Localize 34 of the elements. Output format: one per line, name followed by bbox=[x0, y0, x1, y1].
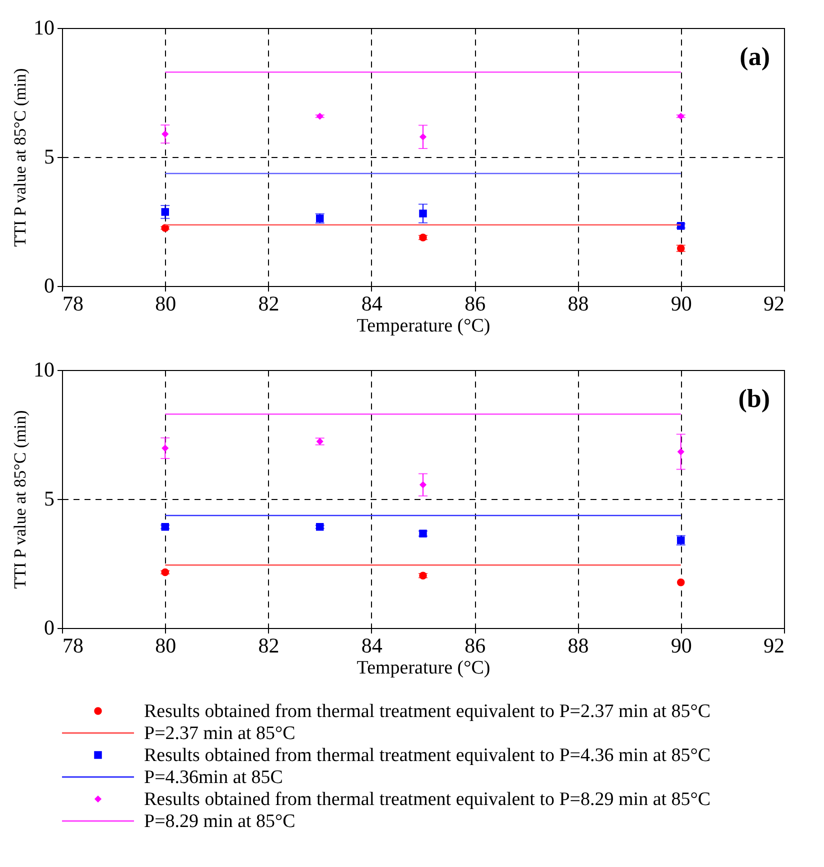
y-axis-title: TTI P value at 85°C (min) bbox=[10, 68, 30, 247]
x-axis-title: Temperature (°C) bbox=[356, 316, 490, 336]
x-tick-label: 88 bbox=[568, 634, 589, 658]
x-tick-label: 78 bbox=[62, 634, 84, 658]
x-tick-label: 82 bbox=[258, 292, 280, 316]
y-tick-label: 10 bbox=[34, 358, 54, 382]
annotation: (b) bbox=[738, 384, 770, 413]
x-tick-label: 86 bbox=[464, 292, 486, 316]
y-tick-label: 5 bbox=[44, 486, 54, 510]
legend-label: Results obtained from thermal treatment equivalent to P=4.36 min at 85°C bbox=[144, 745, 711, 766]
legend-label: P=2.37 min at 85°C bbox=[144, 723, 296, 744]
legend-label: P=4.36min at 85C bbox=[144, 767, 283, 788]
y-tick-label: 0 bbox=[44, 274, 54, 298]
x-tick-label: 92 bbox=[764, 634, 784, 658]
legend-label: Results obtained from thermal treatment equivalent to P=8.29 min at 85°C bbox=[144, 789, 711, 810]
x-tick-label: 88 bbox=[568, 292, 589, 316]
x-tick-label: 82 bbox=[258, 634, 280, 658]
x-tick-label: 84 bbox=[361, 634, 383, 658]
x-tick-label: 80 bbox=[155, 634, 176, 658]
x-tick-label: 78 bbox=[62, 292, 84, 316]
y-tick-label: 5 bbox=[44, 144, 54, 168]
legend-label: Results obtained from thermal treatment equivalent to P=2.37 min at 85°C bbox=[144, 701, 711, 722]
y-axis-title: TTI P value at 85°C (min) bbox=[10, 410, 30, 589]
y-tick-label: 10 bbox=[34, 16, 54, 40]
x-tick-label: 84 bbox=[361, 292, 383, 316]
annotation: (a) bbox=[740, 42, 770, 71]
y-tick-label: 0 bbox=[44, 616, 54, 640]
x-tick-label: 90 bbox=[670, 634, 692, 658]
legend-label: P=8.29 min at 85°C bbox=[144, 811, 296, 832]
x-tick-label: 92 bbox=[764, 292, 784, 316]
x-tick-label: 80 bbox=[155, 292, 176, 316]
x-tick-label: 86 bbox=[464, 634, 486, 658]
x-tick-label: 90 bbox=[670, 292, 692, 316]
x-axis-title: Temperature (°C) bbox=[356, 658, 490, 678]
